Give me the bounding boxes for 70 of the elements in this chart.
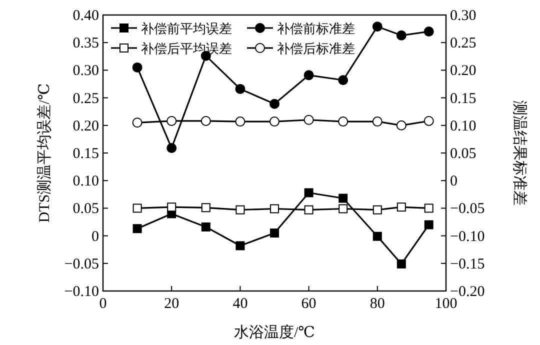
y2-tick-label: −0.15 — [450, 256, 485, 272]
y2-tick-label: 0.10 — [450, 118, 476, 134]
point — [236, 205, 245, 214]
point — [132, 62, 142, 72]
point — [304, 114, 314, 125]
point — [338, 75, 348, 86]
x-axis-title: 水浴温度/℃ — [234, 324, 315, 341]
y2-tick-label: −0.10 — [450, 228, 485, 245]
point — [166, 116, 177, 126]
legend-label: 补偿前平均误差 — [141, 21, 232, 36]
y2-tick-label: 0 — [450, 174, 458, 190]
y2-tick-label: 0.25 — [450, 36, 476, 52]
y2-tick-label: 0.15 — [450, 90, 476, 107]
point — [201, 203, 210, 212]
y-tick-label: 0.05 — [72, 201, 99, 218]
y-tick-label: 0.35 — [72, 36, 99, 52]
y2-tick-label: 0.30 — [450, 8, 476, 24]
point — [424, 116, 434, 126]
x-tick-label: 20 — [164, 296, 180, 312]
point — [372, 232, 382, 241]
point — [338, 194, 348, 203]
legend-label: 补偿后标准差 — [277, 41, 355, 56]
y-tick-label: 0.40 — [72, 8, 99, 24]
x-tick-label: 40 — [232, 296, 248, 312]
y2-tick-label: −0.05 — [450, 201, 485, 218]
point — [167, 202, 176, 212]
point — [396, 259, 406, 268]
y2-tick-label: 0.20 — [450, 63, 476, 80]
point — [424, 204, 434, 213]
point — [372, 116, 382, 127]
point — [304, 205, 314, 214]
y2-axis-title: 测温结果标准差 — [511, 100, 528, 206]
x-tick-label: 100 — [434, 296, 458, 312]
y-tick-label: 0.30 — [72, 63, 99, 80]
point — [304, 188, 314, 198]
point — [270, 204, 279, 214]
x-tick-label: 80 — [370, 296, 385, 312]
point — [235, 116, 246, 127]
legend-label: 补偿前标准差 — [277, 21, 355, 36]
point — [396, 202, 406, 212]
point — [236, 241, 245, 250]
point — [132, 224, 142, 234]
y-tick-label: −0.10 — [64, 284, 99, 300]
y2-tick-label: 0.05 — [450, 146, 476, 162]
y-tick-label: 0.15 — [72, 146, 99, 162]
point — [200, 116, 211, 126]
point — [372, 22, 382, 32]
point — [270, 116, 280, 127]
point — [201, 222, 210, 232]
y-tick-label: 0.20 — [72, 118, 99, 134]
y-tick-label: 0 — [92, 228, 99, 245]
point — [270, 98, 280, 109]
point — [396, 120, 406, 130]
y-tick-label: 0.25 — [72, 90, 99, 107]
point — [338, 204, 348, 214]
y-tick-label: −0.05 — [64, 256, 99, 272]
point — [372, 205, 382, 214]
point — [166, 143, 177, 154]
point — [396, 30, 406, 40]
x-tick-label: 60 — [301, 296, 316, 312]
point — [304, 70, 314, 80]
y-axis-title: DTS测温平均误差/℃ — [36, 83, 53, 223]
point — [235, 84, 246, 94]
point — [132, 118, 142, 128]
point — [424, 26, 434, 37]
y-tick-label: 0.10 — [72, 174, 99, 190]
point — [132, 204, 142, 213]
point — [270, 228, 279, 238]
point — [338, 116, 348, 127]
point — [424, 220, 434, 230]
